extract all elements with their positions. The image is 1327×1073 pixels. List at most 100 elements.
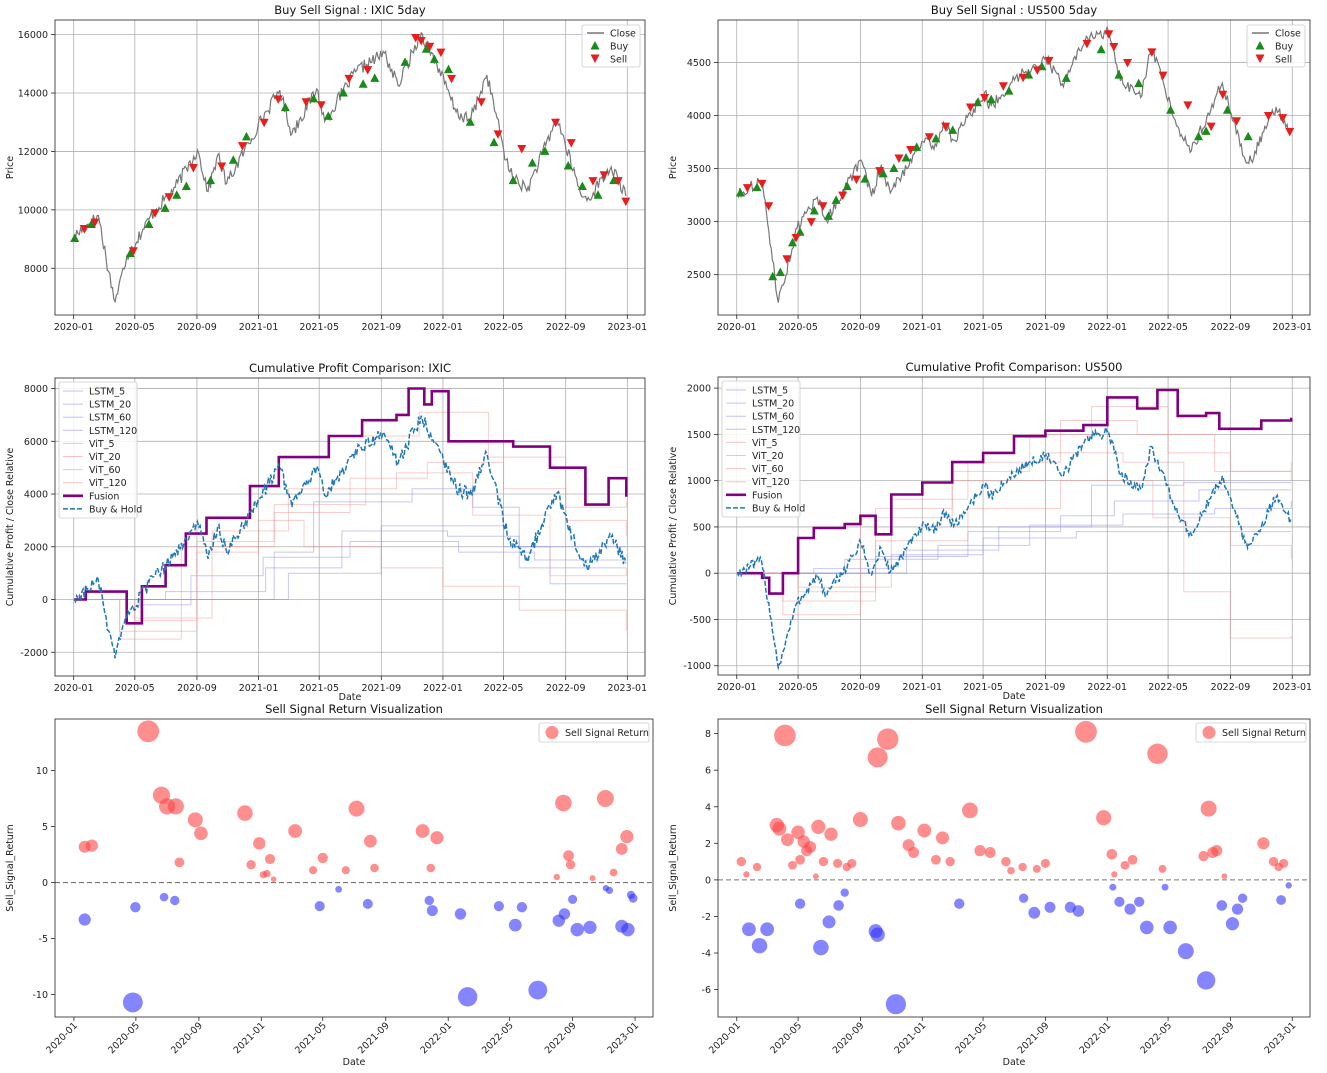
chart-title: Sell Signal Return Visualization	[265, 702, 443, 716]
legend-label: LSTM_120	[89, 426, 137, 437]
y-tick-label: 500	[693, 522, 711, 533]
sell-return-point	[931, 854, 941, 865]
legend-label: Buy & Hold	[752, 503, 805, 514]
y-tick-label: 1500	[687, 430, 711, 441]
x-tick-label: 2021-09	[361, 322, 401, 333]
sell-return-point	[1279, 858, 1289, 869]
sell-marker	[1123, 58, 1133, 68]
sell-marker	[447, 74, 457, 84]
y-tick-label: 0	[705, 875, 711, 886]
sell-return-point	[885, 994, 907, 1015]
y-tick-label: 2000	[24, 542, 48, 553]
series-line-vit-5	[737, 480, 1292, 602]
buy-marker	[860, 174, 870, 183]
series-line-lstm-5	[74, 541, 627, 606]
sell-return-point	[1044, 901, 1056, 913]
buy-marker	[370, 73, 380, 82]
legend-label-close: Close	[1275, 29, 1301, 40]
x-tick-label: 2022-01	[1087, 682, 1127, 693]
buy-marker	[1096, 44, 1106, 54]
sell-return-point	[454, 908, 467, 920]
y-tick-label: 6000	[24, 437, 48, 448]
x-tick-label: 2020-01	[54, 683, 94, 694]
buy-marker	[593, 190, 603, 199]
sell-marker	[791, 234, 801, 243]
buy-marker	[228, 155, 238, 164]
sell-marker	[150, 209, 160, 218]
x-tick-label: 2023-01	[605, 1020, 641, 1056]
sell-return-point	[1134, 896, 1145, 907]
x-tick-label: 2020-05	[115, 322, 155, 333]
grid	[718, 20, 1310, 315]
sell-return-point	[528, 980, 548, 1000]
legend: LSTM_5 LSTM_20 LSTM_60 LSTM_120 ViT_5 ViT_20 V…	[721, 380, 805, 518]
sell-return-point	[335, 885, 343, 893]
axes-frame	[717, 19, 1311, 316]
x-tick-label: 2022-09	[1211, 682, 1251, 693]
legend-label: Buy & Hold	[89, 504, 142, 515]
y-tick-label: 4000	[687, 111, 711, 122]
legend-swatch-sell	[590, 54, 600, 63]
y-tick-label: 16000	[18, 30, 48, 41]
x-tick-label: 2021-01	[902, 682, 942, 693]
sell-marker	[1285, 127, 1295, 137]
sell-return-point	[609, 868, 618, 877]
y-tick-label: -5	[39, 934, 48, 945]
legend-label: LSTM_5	[752, 386, 788, 397]
sell-return-point	[813, 939, 829, 956]
buy-marker	[1243, 131, 1253, 141]
sell-return-point	[615, 843, 628, 855]
x-tick-label: 2022-09	[543, 1020, 579, 1056]
sell-return-point	[833, 900, 844, 911]
sell-return-point	[1106, 848, 1118, 860]
sell-return-point	[264, 853, 276, 865]
x-tick-label: 2021-09	[356, 1020, 392, 1056]
sell-marker	[363, 66, 373, 75]
buy-marker	[125, 248, 135, 258]
sell-marker	[742, 184, 752, 193]
y-tick-label: 14000	[18, 89, 48, 100]
x-tick-label: 2022-05	[484, 683, 524, 694]
sell-return-point	[1216, 900, 1228, 911]
y-tick-label: 1000	[687, 476, 711, 487]
sell-marker	[316, 101, 326, 110]
sell-marker	[764, 202, 774, 211]
sell-return-point	[794, 898, 806, 909]
buy-marker	[1004, 86, 1014, 95]
sell-marker	[998, 82, 1008, 91]
buy-marker	[1061, 73, 1071, 82]
sell-marker	[965, 103, 975, 113]
sell-return-point	[415, 824, 430, 838]
x-tick-label: 2023-01	[1263, 1020, 1299, 1056]
buy-marker	[973, 97, 983, 107]
legend-box	[538, 722, 650, 743]
x-tick-label: 2021-09	[1026, 682, 1066, 693]
legend-label: ViT_120	[89, 478, 127, 489]
sell-marker	[599, 171, 609, 180]
buy-marker	[931, 133, 941, 143]
legend-swatch-sell	[1255, 54, 1265, 63]
sell-return-point	[516, 902, 528, 913]
sell-marker	[436, 48, 446, 58]
legend-label: ViT_60	[752, 464, 784, 475]
sell-return-point	[174, 857, 185, 868]
legend-label-close: Close	[610, 29, 636, 40]
sell-return-point	[1211, 845, 1223, 857]
y-tick-label: 10000	[18, 205, 48, 216]
sell-marker	[1232, 117, 1242, 126]
sell-return-point	[1075, 720, 1097, 743]
x-tick-label: 2020-09	[831, 1020, 867, 1056]
sell-marker	[757, 179, 767, 189]
sell-return-point	[743, 871, 750, 878]
y-tick-label: 5	[42, 822, 48, 833]
sell-marker	[621, 197, 631, 207]
sell-return-point	[457, 987, 478, 1007]
sell-return-point	[974, 845, 986, 857]
sell-return-point	[908, 846, 920, 858]
axes-frame	[717, 718, 1311, 1018]
buy-marker	[788, 237, 798, 247]
sell-return-point	[85, 839, 98, 852]
buy-marker	[309, 93, 319, 103]
sell-marker	[818, 202, 828, 211]
sell-marker	[588, 177, 598, 186]
